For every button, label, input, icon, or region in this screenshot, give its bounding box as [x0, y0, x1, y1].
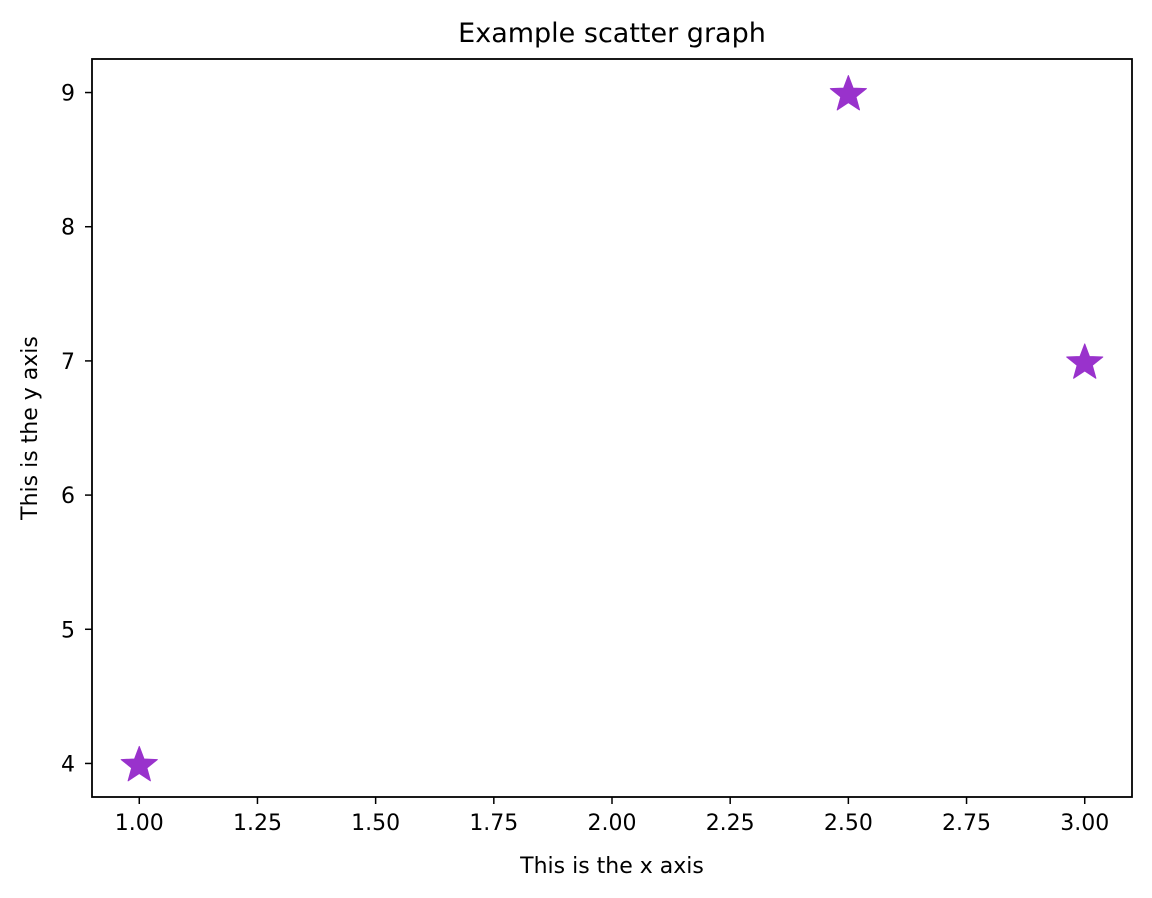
chart-title: Example scatter graph [458, 18, 766, 49]
data-markers [120, 75, 1104, 782]
x-tick-label: 1.25 [233, 811, 282, 836]
x-tick-label: 1.50 [351, 811, 400, 836]
x-tick-label: 2.00 [588, 811, 637, 836]
y-axis-label: This is the y axis [18, 336, 43, 521]
x-tick-label: 3.00 [1060, 811, 1109, 836]
y-tick-label: 5 [61, 618, 75, 643]
x-tick-label: 2.50 [824, 811, 873, 836]
x-axis-label: This is the x axis [519, 854, 704, 879]
y-tick-label: 9 [61, 82, 75, 107]
data-point-star [829, 75, 867, 111]
x-tick-label: 1.75 [469, 811, 518, 836]
y-tick-label: 7 [61, 350, 75, 375]
x-tick-label: 1.00 [115, 811, 164, 836]
x-axis-ticks: 1.00 1.25 1.50 1.75 2.00 2.25 2.50 2.75 3.00 [115, 797, 1109, 836]
y-axis-ticks: 4 5 6 7 8 9 [61, 82, 92, 777]
x-tick-label: 2.75 [942, 811, 991, 836]
y-tick-label: 8 [61, 216, 75, 241]
x-tick-label: 2.25 [706, 811, 755, 836]
y-tick-label: 4 [61, 752, 75, 777]
y-tick-label: 6 [61, 484, 75, 509]
data-point-star [120, 745, 158, 782]
data-point-star [1066, 343, 1104, 379]
plot-frame [91, 58, 1133, 798]
